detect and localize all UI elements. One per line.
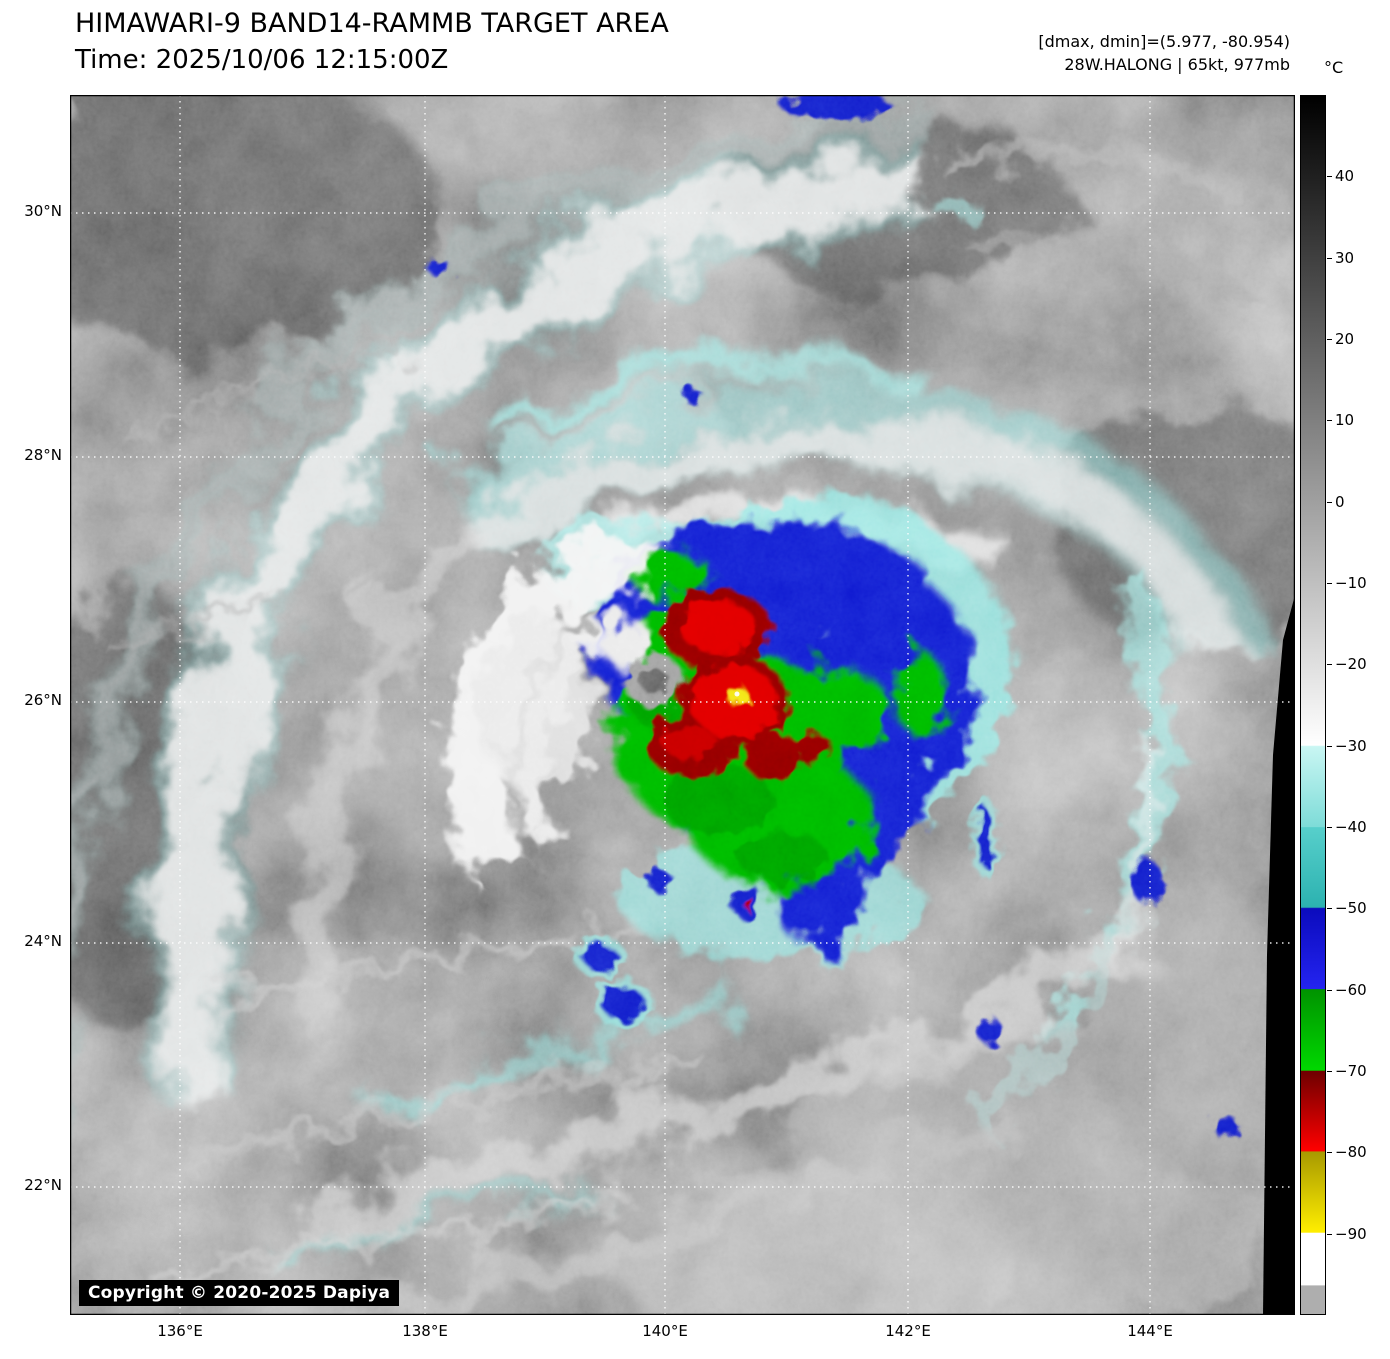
colorbar-tick-mark	[1327, 583, 1332, 584]
colorbar-unit-label: °C	[1324, 58, 1344, 77]
colorbar-tick-mark	[1327, 1234, 1332, 1235]
colorbar-tick-mark	[1327, 258, 1332, 259]
colorbar-tick-mark	[1327, 664, 1332, 665]
storm-info-label: 28W.HALONG | 65kt, 977mb	[1064, 55, 1290, 74]
lon-label-140e: 140°E	[642, 1322, 688, 1340]
colorbar-tick-30: 30	[1335, 249, 1355, 267]
colorbar-tick-10: 10	[1335, 411, 1355, 429]
lat-label-24n: 24°N	[24, 932, 62, 950]
colorbar-tick-mark	[1327, 990, 1332, 991]
time-label: Time: 2025/10/06 12:15:00Z	[75, 45, 449, 75]
copyright-label: Copyright © 2020-2025 Dapiya	[79, 1280, 400, 1306]
dmax-dmin-label: [dmax, dmin]=(5.977, -80.954)	[1038, 32, 1290, 51]
colorbar-tick-mark	[1327, 1152, 1332, 1153]
no-data-wedge	[1263, 595, 1295, 1315]
lon-label-138e: 138°E	[402, 1322, 448, 1340]
plot-border	[70, 95, 1295, 1315]
colorbar-tick-mark	[1327, 1071, 1332, 1072]
colorbar-tick-40: 40	[1335, 167, 1355, 185]
colorbar-tick-mark	[1327, 746, 1332, 747]
lat-label-26n: 26°N	[24, 691, 62, 709]
colorbar-tick-m90: −90	[1335, 1225, 1367, 1243]
typhoon-ir-image	[70, 95, 1295, 1315]
colorbar-tick-mark	[1327, 908, 1332, 909]
grain-overlay	[70, 95, 1295, 1315]
lat-label-28n: 28°N	[24, 446, 62, 464]
colorbar-tick-mark	[1327, 827, 1332, 828]
graticule-grid	[70, 95, 1295, 1315]
colorbar-tick-0: 0	[1335, 493, 1345, 511]
colorbar-tick-m10: −10	[1335, 574, 1367, 592]
colorbar-tick-m40: −40	[1335, 818, 1367, 836]
lon-label-142e: 142°E	[885, 1322, 931, 1340]
colorbar-tick-mark	[1327, 339, 1332, 340]
figure-title: HIMAWARI-9 BAND14-RAMMB TARGET AREA	[75, 8, 669, 39]
colorbar-tick-20: 20	[1335, 330, 1355, 348]
satellite-map: Copyright © 2020-2025 Dapiya	[70, 95, 1295, 1315]
lon-label-136e: 136°E	[157, 1322, 203, 1340]
lon-label-144e: 144°E	[1127, 1322, 1173, 1340]
colorbar	[1300, 95, 1326, 1315]
colorbar-tick-m50: −50	[1335, 899, 1367, 917]
colorbar-tick-mark	[1327, 176, 1332, 177]
header-meta: [dmax, dmin]=(5.977, -80.954) 28W.HALONG…	[1038, 30, 1290, 76]
colorbar-tick-m30: −30	[1335, 737, 1367, 755]
colorbar-tick-m60: −60	[1335, 981, 1367, 999]
colorbar-tick-m70: −70	[1335, 1062, 1367, 1080]
colorbar-tick-m20: −20	[1335, 655, 1367, 673]
lat-label-30n: 30°N	[24, 202, 62, 220]
lat-label-22n: 22°N	[24, 1176, 62, 1194]
colorbar-tick-mark	[1327, 420, 1332, 421]
colorbar-tick-mark	[1327, 502, 1332, 503]
colorbar-tick-m80: −80	[1335, 1143, 1367, 1161]
